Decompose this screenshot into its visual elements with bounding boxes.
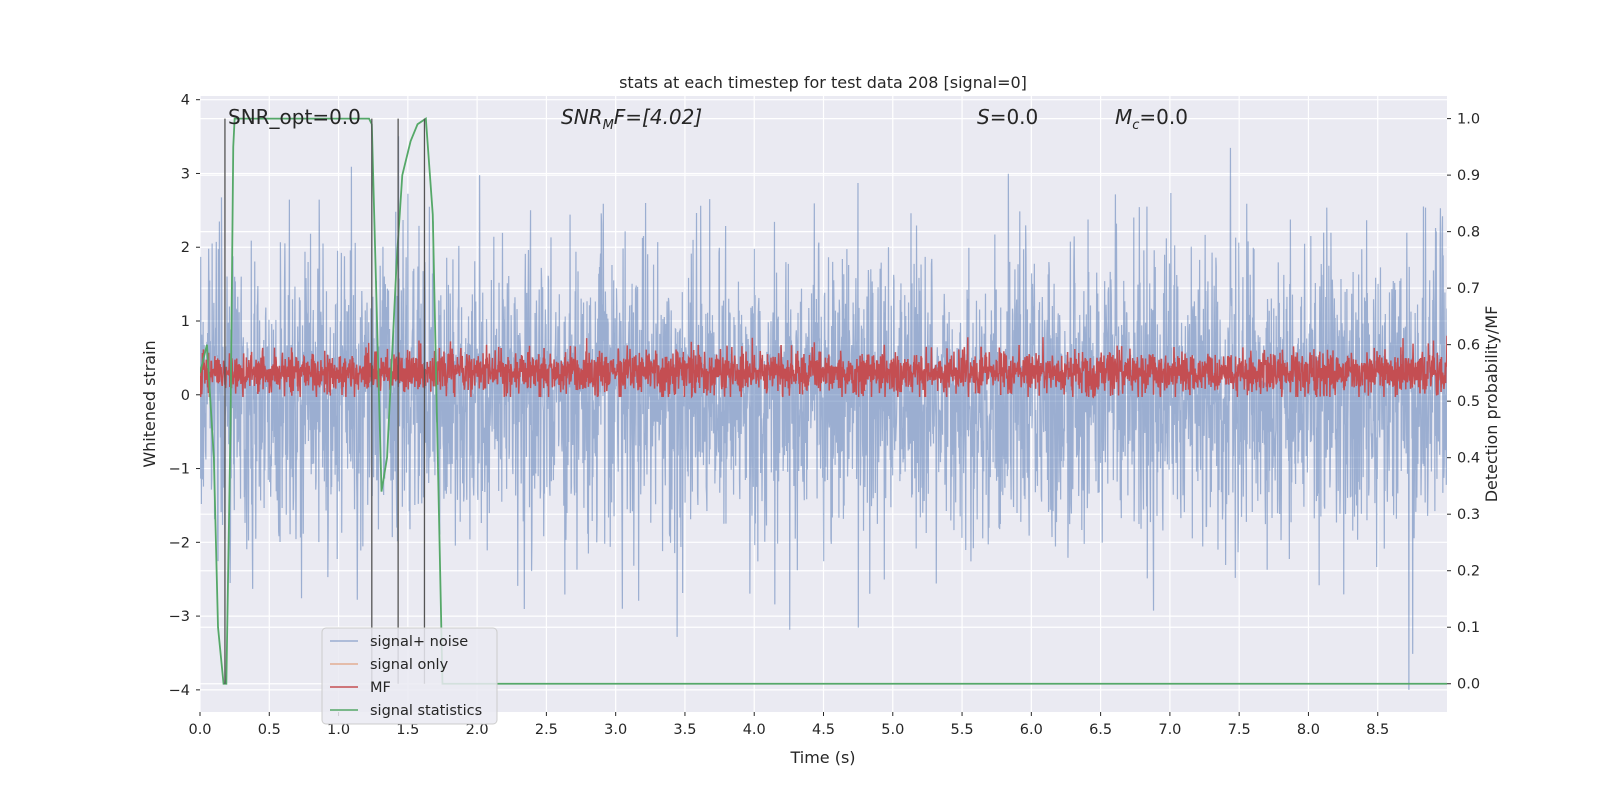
annotation-s: S=0.0 [977, 105, 1038, 129]
x-tick-label-5: 2.5 [535, 722, 558, 738]
annotation-s-rest: =0.0 [990, 105, 1039, 129]
y-tick-label-0: −4 [169, 683, 190, 699]
annotations: SNR_opt=0.0 SNRMF=[4.02] S=0.0 Mc=0.0 [228, 105, 1188, 133]
annotation-snr-mf-symbol: SNR [561, 105, 603, 129]
y-tick-label-7: 3 [181, 166, 190, 182]
annotation-mc-sub: c [1132, 118, 1139, 133]
x-tick-label-11: 5.5 [951, 722, 974, 738]
legend-label-signal-only: signal only [370, 657, 449, 673]
annotation-mc-symbol: M [1115, 105, 1132, 129]
x-tick-label-3: 1.5 [396, 722, 419, 738]
x-tick-label-7: 3.5 [673, 722, 696, 738]
y2-tick-label-6: 0.6 [1457, 338, 1480, 354]
x-tick-label-6: 3.0 [604, 722, 627, 738]
y2-axis-ticks: 0.0 0.1 0.2 0.3 0.4 0.5 0.6 0.7 0.8 0.9 1.0 [1447, 112, 1480, 693]
x-tick-label-0: 0.0 [188, 722, 211, 738]
y2-tick-label-7: 0.7 [1457, 281, 1480, 297]
x-tick-label-12: 6.0 [1020, 722, 1043, 738]
y-tick-label-3: −1 [169, 462, 190, 478]
legend-label-mf: MF [370, 680, 391, 696]
y2-tick-label-3: 0.3 [1457, 507, 1480, 523]
vertical-markers [224, 118, 426, 684]
y2-tick-label-2: 0.2 [1457, 564, 1480, 580]
x-axis-label: Time (s) [789, 748, 855, 767]
y-tick-label-1: −3 [169, 609, 190, 625]
annotation-snr-mf: SNRMF=[4.02] [561, 105, 702, 133]
annotation-s-symbol: S [977, 105, 990, 129]
annotation-snr-mf-sub: M [603, 118, 614, 133]
x-tick-label-4: 2.0 [466, 722, 489, 738]
x-tick-label-17: 8.5 [1366, 722, 1389, 738]
y-tick-label-4: 0 [181, 388, 190, 404]
x-tick-label-10: 5.0 [881, 722, 904, 738]
y-tick-label-8: 4 [181, 93, 190, 109]
chart-title: stats at each timestep for test data 208… [619, 73, 1027, 92]
y2-tick-label-1: 0.1 [1457, 620, 1480, 636]
legend: signal+ noise signal only MF signal stat… [321, 627, 498, 725]
y2-tick-label-0: 0.0 [1457, 677, 1480, 693]
x-tick-label-13: 6.5 [1089, 722, 1112, 738]
x-tick-label-1: 0.5 [258, 722, 281, 738]
y2-tick-label-8: 0.8 [1457, 225, 1480, 241]
y-tick-label-2: −2 [169, 535, 190, 551]
series-layer [200, 116, 1447, 690]
series-signal-noise [200, 136, 1447, 690]
series-mf [200, 335, 1447, 399]
y-axis-ticks: −4 −3 −2 −1 0 1 2 3 4 [169, 93, 200, 699]
y2-tick-label-10: 1.0 [1457, 112, 1480, 128]
annotation-mc-rest: =0.0 [1139, 105, 1188, 129]
annotation-snr-opt: SNR_opt=0.0 [228, 105, 361, 129]
series-signal-statistics [200, 116, 1447, 685]
y2-axis-label: Detection probability/MF [1482, 306, 1501, 503]
annotation-snr-mf-rest: F=[4.02] [614, 105, 702, 129]
legend-label-signal-statistics: signal statistics [370, 703, 482, 719]
y2-tick-label-9: 0.9 [1457, 168, 1480, 184]
y-axis-label: Whitened strain [140, 340, 159, 467]
x-tick-label-9: 4.5 [812, 722, 835, 738]
legend-label-signal-noise: signal+ noise [370, 634, 468, 650]
x-tick-label-14: 7.0 [1158, 722, 1181, 738]
annotation-mc: Mc=0.0 [1115, 105, 1188, 133]
legend-box [321, 627, 498, 725]
y-tick-label-5: 1 [181, 314, 190, 330]
y2-tick-label-5: 0.5 [1457, 394, 1480, 410]
x-axis-ticks: 0.0 0.5 1.0 1.5 2.0 2.5 3.0 3.5 4.0 4.5 5.0 5.5 6.0 6… [188, 712, 1389, 738]
y-tick-label-6: 2 [181, 240, 190, 256]
x-tick-label-2: 1.0 [327, 722, 350, 738]
x-tick-label-8: 4.0 [743, 722, 766, 738]
x-tick-label-16: 8.0 [1297, 722, 1320, 738]
y2-tick-label-4: 0.4 [1457, 451, 1480, 467]
x-tick-label-15: 7.5 [1228, 722, 1251, 738]
